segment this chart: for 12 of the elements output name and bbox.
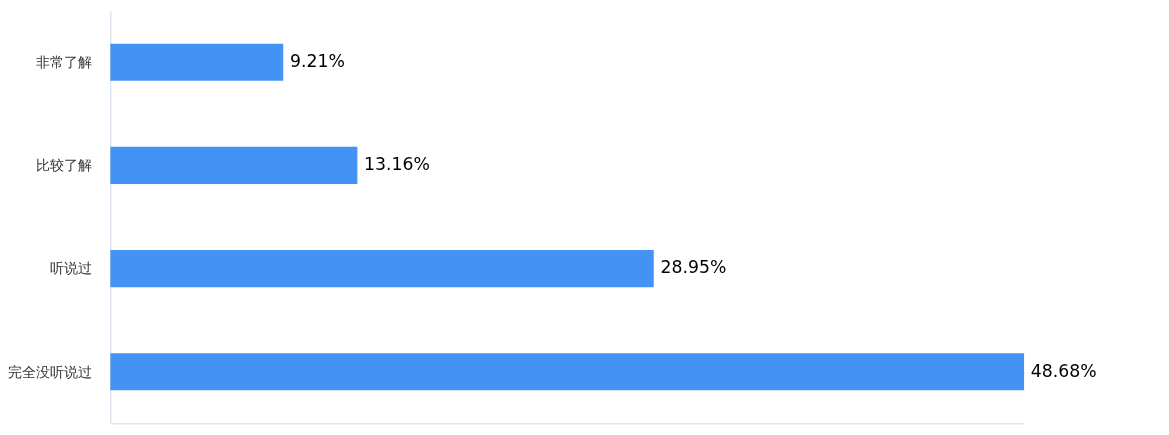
bar [110, 146, 358, 184]
data-label: 28.95% [660, 257, 727, 278]
data-label: 13.16% [364, 154, 430, 175]
bar [110, 250, 654, 288]
y-tick-label: 非常了解 [35, 54, 92, 71]
y-tick-label: 比较了解 [35, 157, 92, 174]
bar [110, 43, 284, 81]
data-label: 48.68% [1030, 360, 1097, 381]
y-tick-label: 完全没听说过 [7, 363, 92, 380]
bar [110, 353, 1025, 391]
data-label: 9.21% [289, 51, 345, 72]
y-tick-label: 听说过 [49, 260, 92, 277]
